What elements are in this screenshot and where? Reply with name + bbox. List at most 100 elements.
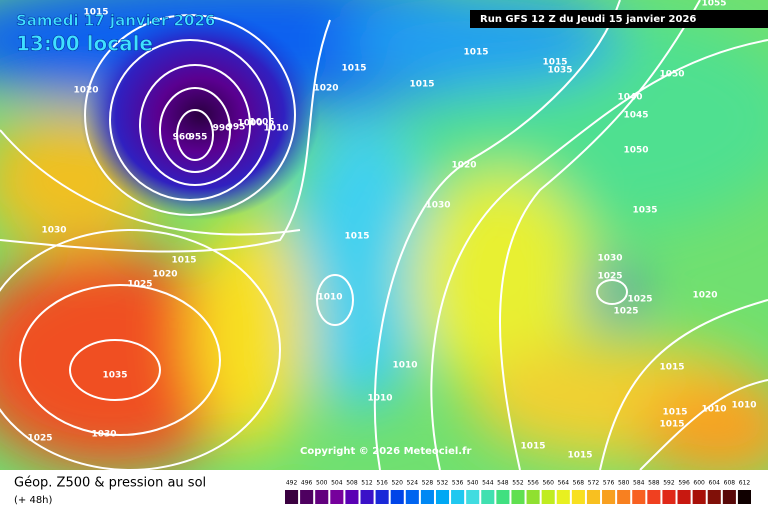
scale-label: 588 [648,480,660,487]
isobar-label: 1015 [171,256,196,266]
isobar-label: 1015 [567,451,592,461]
scale-swatch [662,490,676,504]
scale-label: 600 [693,480,705,487]
scale-label: 560 [542,480,554,487]
forecast-date: Samedi 17 janvier 2026 [16,12,215,30]
isobar-label: 1030 [41,226,66,236]
scale-label: 576 [603,480,615,487]
scale-label: 604 [709,480,721,487]
scale-swatch [466,490,480,504]
scale-swatch [390,490,404,504]
scale-swatch [526,490,540,504]
isobar-label: 1010 [317,293,342,303]
scale-swatch [602,490,616,504]
scale-swatch [285,490,299,504]
isobar-label: 1005 [249,118,274,128]
scale-swatch [360,490,374,504]
scale-swatch [451,490,465,504]
isobar-label: 990 [213,124,232,134]
isobar-label: 1015 [659,420,684,430]
isobar-label: 960 [173,133,192,143]
scale-swatch [541,490,555,504]
scale-swatch [647,490,661,504]
isobar-label: 1050 [623,146,648,156]
scale-swatch [556,490,570,504]
scale-swatch [375,490,389,504]
run-box [470,10,768,28]
scale-label: 572 [588,480,600,487]
isobar-label: 1015 [520,442,545,452]
scale-label: 496 [301,480,313,487]
scale-label: 544 [482,480,494,487]
scale-label: 556 [527,480,539,487]
copyright: Copyright © 2026 Meteociel.fr [300,446,471,457]
isobar-label: 1010 [367,394,392,404]
isobar-label: 1015 [409,80,434,90]
isobar-label: 1015 [662,408,687,418]
scale-label: 512 [361,480,373,487]
scale-swatch [420,490,434,504]
scale-swatch [435,490,450,504]
isobar-label: 1015 [463,48,488,58]
scale-label: 564 [558,480,570,487]
scale-label: 516 [376,480,388,487]
isobar-label: 1000 [237,119,262,129]
run-info: Run GFS 12 Z du Jeudi 15 janvier 2026 [480,14,696,25]
scale-swatch [511,490,525,504]
isobar-label: 1015 [659,363,684,373]
color-scale: 492 496 500 504 508 512 516 520 524 528 532 536 540 5… [285,480,751,504]
scale-label: 548 [497,480,509,487]
isobar-label: 1010 [701,405,726,415]
scale-swatch [330,490,344,504]
scale-swatch [405,490,419,504]
scale-swatch [677,490,691,504]
isobar-label: 995 [227,123,246,133]
scale-label: 584 [633,480,645,487]
scale-swatch [300,490,314,504]
isobar-label: 1020 [313,84,338,94]
isobar-label: 1015 [344,232,369,242]
isobar-label: 1025 [27,434,52,444]
scale-swatch [481,490,495,504]
scale-label: 528 [422,480,434,487]
isobar-label: 1035 [632,206,657,216]
isobar-label: 1020 [73,86,98,96]
scale-label: 508 [346,480,358,487]
isobar-label: 1030 [425,201,450,211]
isobar-label: 1040 [617,93,642,103]
scale-swatch [345,490,359,504]
isobar-label: 1025 [627,295,652,305]
isobar-label: 1025 [127,280,152,290]
isobar-label: 1020 [451,161,476,171]
isobar-label: 1015 [341,64,366,74]
scale-label: 568 [573,480,585,487]
isobar-label: 1050 [659,70,684,80]
scale-label: 532 [437,480,449,487]
isobar-label: 1020 [692,291,717,301]
isobar-label: 1035 [102,371,127,381]
scale-label: 612 [739,480,751,487]
scale-swatch [571,490,585,504]
isobar-label: 1025 [597,272,622,282]
isobar-label: 1030 [91,430,116,440]
scale-swatch [496,490,510,504]
scale-swatch [707,490,721,504]
isobar-label: 1025 [613,307,638,317]
isobar-label: 1015 [83,8,108,18]
scale-label: 524 [407,480,419,487]
isobar-label: 1045 [623,111,648,121]
scale-label: 540 [467,480,479,487]
scale-swatch [617,490,631,504]
scale-swatch [722,490,736,504]
isobar-label: 1010 [392,361,417,371]
scale-swatch [737,490,751,504]
isobars [0,0,768,471]
scale-swatch [586,490,601,504]
isobar-label: 1015 [542,58,567,68]
footer-lead: (+ 48h) [14,495,53,506]
scale-label: 596 [678,480,690,487]
scale-label: 552 [512,480,524,487]
scale-label: 580 [618,480,630,487]
isobar-label: 1010 [263,124,288,134]
